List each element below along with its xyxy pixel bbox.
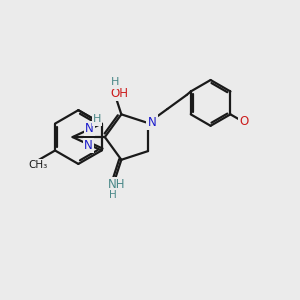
Text: H: H — [111, 77, 119, 88]
Text: N: N — [148, 116, 156, 128]
Text: OH: OH — [110, 87, 128, 100]
Text: H: H — [109, 190, 117, 200]
Text: H: H — [93, 114, 101, 124]
Text: CH₃: CH₃ — [28, 160, 47, 170]
Text: O: O — [239, 115, 249, 128]
Text: NH: NH — [107, 178, 125, 191]
Text: N: N — [85, 122, 94, 135]
Text: N: N — [84, 139, 92, 152]
